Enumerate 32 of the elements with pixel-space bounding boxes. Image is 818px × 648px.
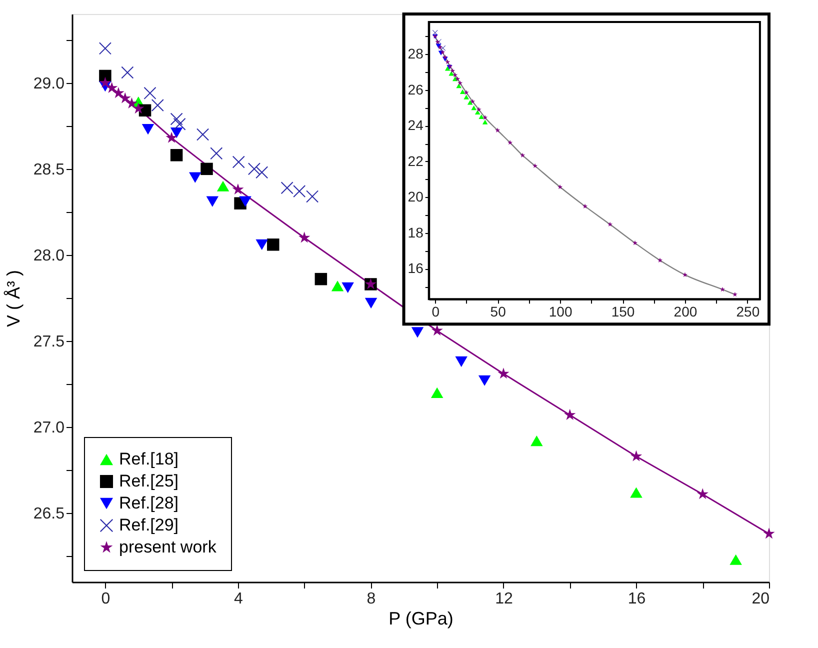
legend-label: present work — [119, 538, 217, 556]
y-tick-label: 29.0 — [33, 75, 65, 92]
y-tick-label: 26.5 — [33, 506, 65, 523]
y-tick-label: 28.5 — [33, 161, 65, 178]
x-tick-label: 150 — [611, 304, 635, 320]
legend-label: Ref.[18] — [119, 450, 179, 468]
x-tick-label: 250 — [736, 304, 760, 320]
x-tick-label: 16 — [628, 590, 646, 608]
x-tick-label: 50 — [490, 304, 506, 320]
y-tick-label: 28 — [408, 46, 424, 62]
y-axis-title: V ( Å³ ) — [3, 270, 24, 327]
x-axis-title: P (GPa) — [388, 608, 454, 628]
y-tick-label: 28.0 — [33, 247, 65, 264]
y-tick-label: 18 — [408, 224, 424, 240]
x-tick-label: 20 — [752, 590, 770, 608]
x-tick-label: 8 — [366, 590, 376, 608]
legend-label: Ref.[25] — [119, 472, 179, 490]
legend-label: Ref.[29] — [119, 516, 179, 534]
y-tick-label: 16 — [408, 260, 424, 276]
x-tick-label: 0 — [432, 304, 440, 320]
y-tick-label: 26 — [408, 81, 424, 98]
y-tick-label: 27.0 — [33, 420, 65, 437]
x-tick-label: 12 — [495, 590, 513, 608]
y-tick-label: 20 — [408, 188, 424, 205]
y-tick-label: 27.5 — [33, 334, 65, 351]
x-tick-label: 100 — [548, 304, 572, 320]
y-tick-label: 22 — [408, 152, 424, 169]
x-tick-label: 4 — [234, 590, 243, 608]
x-tick-label: 0 — [101, 590, 110, 608]
legend-label: Ref.[28] — [119, 494, 179, 512]
x-tick-label: 200 — [674, 304, 698, 320]
y-tick-label: 24 — [408, 117, 424, 134]
